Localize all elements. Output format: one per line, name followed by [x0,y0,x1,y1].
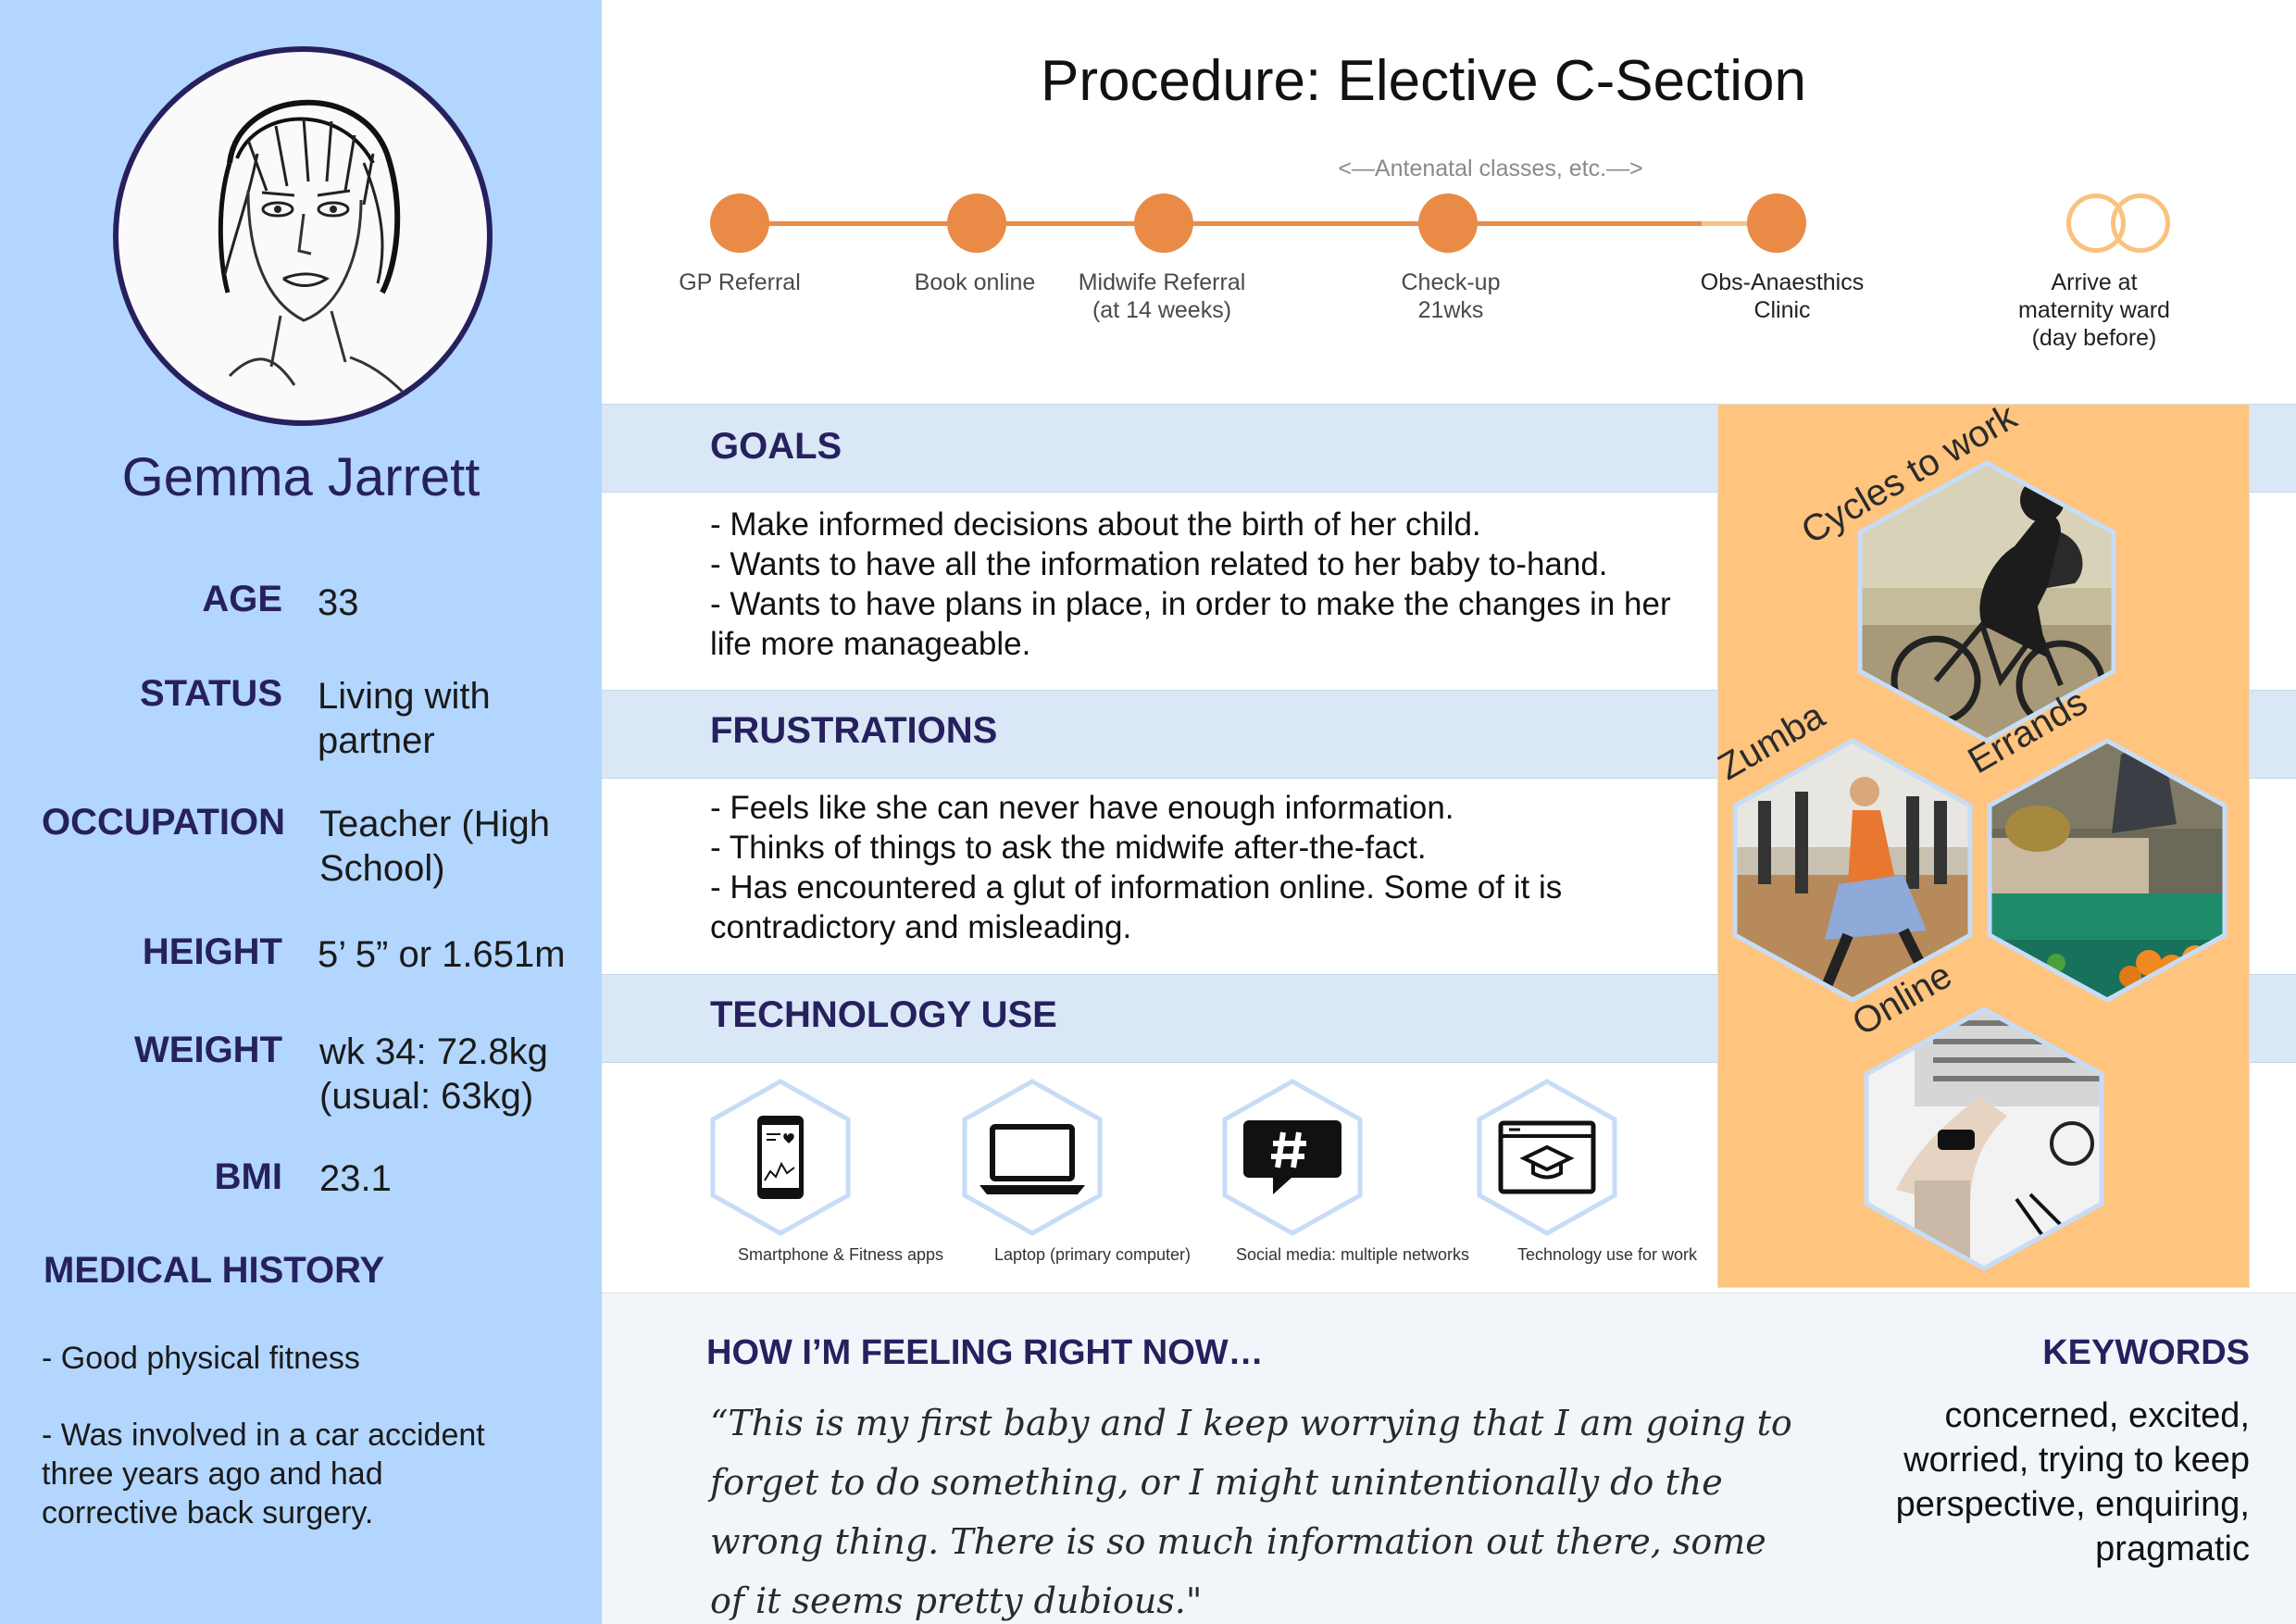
tech-label: Smartphone & Fitness apps [737,1245,944,1264]
weight-value: wk 34: 72.8kg (usual: 63kg) [319,1031,548,1117]
cyclist-photo [1857,460,2116,743]
timeline-progress-line [739,221,1702,226]
timeline-step-book-online [947,194,1006,253]
timeline-label: Midwife Referral (at 14 weeks) [1078,269,1246,323]
height-value: 5’ 5” or 1.651m [318,934,566,975]
frustrations-heading: FRUSTRATIONS [710,710,998,751]
timeline-label: GP Referral [679,269,801,295]
medical-history-item: - Was involved in a car accident three y… [42,1418,485,1530]
market-photo [1987,738,2227,1003]
avatar [113,46,493,426]
timeline-label: Book online [914,269,1036,295]
timeline-step-check-up [1418,194,1478,253]
timeline-step-midwife-referral [1134,194,1193,253]
frustrations-item: - Thinks of things to ask the midwife af… [710,830,1427,866]
age-value: 33 [318,582,359,623]
laptop-icon [962,1079,1103,1236]
feeling-heading: HOW I’M FEELING RIGHT NOW… [706,1333,1264,1372]
medical-history-item: - Good physical fitness [42,1341,360,1376]
timeline-step-gp-referral [710,194,769,253]
portrait-sketch [218,99,417,406]
goals-item: - Wants to have all the information rela… [710,546,1608,582]
keywords-text: concerned, excited, worried, trying to k… [1895,1396,2250,1568]
medical-history-heading: MEDICAL HISTORY [44,1250,385,1291]
occupation-value: Teacher (High School) [319,804,551,889]
activities-panel: Cycles to work Zumba [1712,396,2250,1288]
goals-text: - Make informed decisions about the birt… [710,505,1673,664]
tech-label: Laptop (primary computer) [993,1245,1192,1264]
tech-label: Technology use for work [1516,1245,1698,1264]
goals-heading: GOALS [710,426,842,467]
age-label: AGE [202,579,282,619]
weight-label: WEIGHT [134,1030,282,1070]
antenatal-note: <—Antenatal classes, etc.—> [1338,156,1643,181]
persona-sidebar: Gemma Jarrett AGE 33 STATUS Living with … [0,0,602,1624]
status-value: Living with partner [318,676,491,761]
persona-name: Gemma Jarrett [121,447,480,507]
procedure-title: Procedure: Elective C-Section [1040,49,1807,113]
goals-item: - Make informed decisions about the birt… [710,506,1481,543]
status-label: STATUS [139,673,282,714]
graduation-browser-icon [1477,1079,1617,1236]
bmi-label: BMI [214,1156,282,1197]
procedure-timeline: GP Referral Book online Midwife Referral… [602,185,2296,370]
height-label: HEIGHT [142,931,282,972]
timeline-label: Obs-Anaesthics Clinic [1700,269,1865,323]
timeline-label: Arrive at maternity ward (day before) [2018,269,2170,351]
keywords-heading: KEYWORDS [2042,1333,2250,1372]
frustrations-item: - Feels like she can never have enough i… [710,790,1454,826]
occupation-label: OCCUPATION [42,802,285,843]
timeline-step-obs-clinic [1747,194,1806,253]
frustrations-item: - Has encountered a glut of information … [710,869,1563,945]
tech-label: Social media: multiple networks [1235,1245,1470,1264]
technology-heading: TECHNOLOGY USE [710,994,1057,1035]
bmi-value: 23.1 [319,1158,392,1199]
laptop-typing-photo [1864,1006,2104,1271]
hashtag-chat-icon [1222,1079,1363,1236]
timeline-label: Check-up 21wks [1401,269,1501,323]
frustrations-text: - Feels like she can never have enough i… [710,788,1673,947]
feeling-quote: “This is my first baby and I keep worryi… [710,1403,1792,1621]
smartphone-icon [710,1079,851,1236]
goals-item: - Wants to have plans in place, in order… [710,586,1671,662]
zumba-photo [1732,738,1973,1003]
timeline-step-maternity-ward-ring [2111,194,2170,253]
feeling-footer [602,1293,2296,1624]
